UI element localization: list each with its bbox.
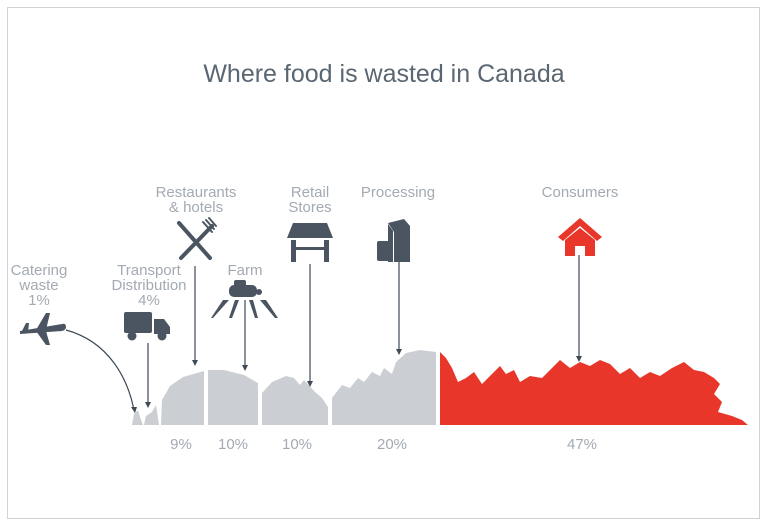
- stage-name-line: Farm: [227, 262, 263, 279]
- pointer-arrows: [65, 255, 580, 411]
- infographic-frame: [7, 7, 760, 519]
- stage-name-line: Stores: [288, 199, 332, 216]
- stage-name-line: waste: [19, 277, 59, 294]
- stage-name-line: & hotels: [168, 199, 224, 216]
- stage-label-retail: Retail Stores: [280, 185, 340, 215]
- arrowheads: [131, 349, 582, 413]
- segment-restaurants: [161, 371, 204, 425]
- packaged-goods-icon: [377, 219, 410, 262]
- stage-name-line: Transport: [117, 262, 181, 279]
- grey-waste-mound: [132, 350, 436, 425]
- stage-percent-retail: 10%: [281, 436, 313, 453]
- house-icon: [558, 218, 602, 256]
- stage-name-line: Distribution: [111, 277, 187, 294]
- storefront-icon: [287, 223, 333, 262]
- stage-percent-restaurants: 9%: [170, 436, 192, 453]
- stage-percent: 1%: [28, 292, 50, 309]
- airplane-icon: [20, 313, 66, 345]
- stage-label-transport: Transport Distribution 4%: [106, 263, 192, 308]
- stage-label-catering: Catering waste 1%: [4, 263, 74, 308]
- segment-transport: [144, 405, 159, 425]
- stage-percent-processing: 20%: [376, 436, 408, 453]
- truck-icon: [124, 312, 170, 341]
- stage-percent-farm: 10%: [217, 436, 249, 453]
- stage-name-line: Retail: [290, 184, 330, 201]
- segment-retail: [262, 376, 328, 425]
- stage-label-farm: Farm: [220, 263, 270, 278]
- segment-farm: [208, 370, 258, 425]
- segment-catering: [132, 410, 143, 425]
- stage-label-consumers: Consumers: [530, 185, 630, 200]
- arrow-catering: [65, 329, 135, 411]
- page-title: Where food is wasted in Canada: [203, 60, 565, 88]
- stage-label-processing: Processing: [350, 185, 446, 200]
- stage-label-restaurants: Restaurants & hotels: [148, 185, 244, 215]
- stage-name-line: Restaurants: [155, 184, 237, 201]
- stage-name-line: Consumers: [541, 184, 619, 201]
- tractor-irrigation-icon: [211, 280, 278, 318]
- stage-name-line: Processing: [360, 184, 436, 201]
- consumer-waste-shape: [440, 352, 748, 425]
- stage-percent: 4%: [138, 292, 160, 309]
- stage-percent-consumers: 47%: [566, 436, 598, 453]
- fork-knife-icon: [177, 217, 217, 260]
- segment-processing: [332, 350, 436, 425]
- segment-dividers: [204, 345, 440, 428]
- stage-name-line: Catering: [10, 262, 68, 279]
